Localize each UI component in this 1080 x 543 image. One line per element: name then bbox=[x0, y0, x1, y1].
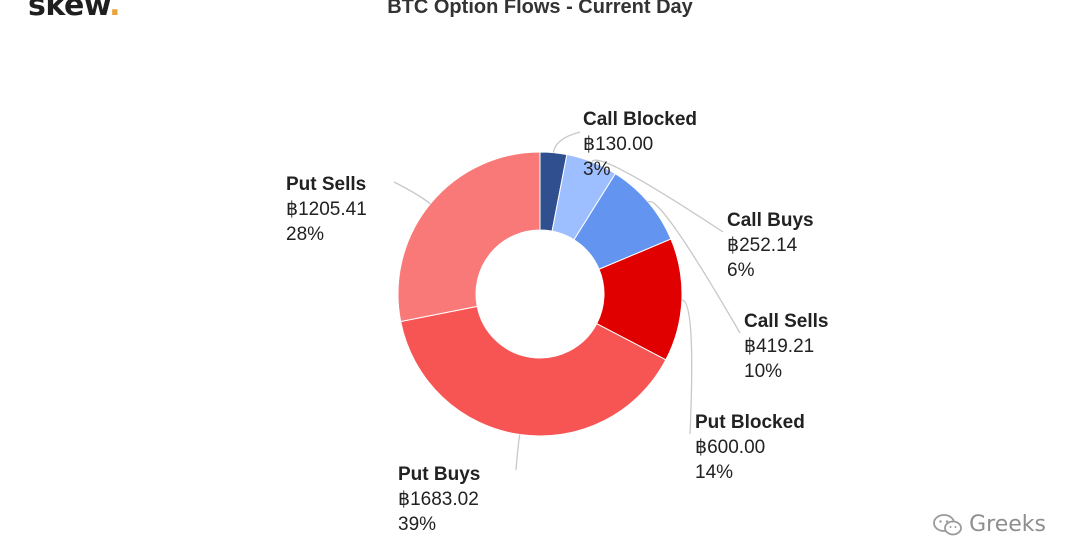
slice-name: Call Sells bbox=[744, 311, 829, 332]
connector-line bbox=[515, 434, 521, 471]
slice-percent: 14% bbox=[695, 462, 734, 483]
data-label: Call Buys ฿252.14 6% bbox=[727, 208, 814, 283]
connector-line bbox=[591, 159, 724, 233]
slice-value: ฿600.00 bbox=[695, 437, 766, 458]
connector-line bbox=[393, 181, 431, 205]
slice-name: Put Sells bbox=[286, 174, 367, 195]
watermark: Greeks bbox=[933, 512, 1046, 537]
slice-name: Call Blocked bbox=[583, 109, 698, 130]
chart-title: BTC Option Flows - Current Day bbox=[387, 0, 693, 18]
slice-percent: 10% bbox=[744, 361, 783, 382]
slice-percent: 3% bbox=[583, 159, 611, 180]
wechat-icon bbox=[933, 513, 963, 535]
data-label: Call Sells ฿419.21 10% bbox=[744, 309, 829, 384]
slice-name: Call Buys bbox=[727, 210, 814, 231]
slice-value: ฿1683.02 bbox=[398, 489, 479, 510]
slice-put-sells bbox=[397, 151, 541, 323]
connector-line bbox=[681, 299, 693, 435]
slice-name: Put Buys bbox=[398, 464, 481, 485]
slice-percent: 28% bbox=[286, 224, 325, 245]
slice-value: ฿252.14 bbox=[727, 235, 798, 256]
slice-value: ฿419.21 bbox=[744, 336, 815, 357]
data-label: Call Blocked ฿130.00 3% bbox=[583, 107, 697, 182]
slice-put-buys bbox=[400, 305, 667, 437]
watermark-text: Greeks bbox=[969, 512, 1046, 537]
data-label: Put Sells ฿1205.41 28% bbox=[286, 172, 367, 247]
slice-percent: 39% bbox=[398, 514, 437, 535]
slice-value: ฿130.00 bbox=[583, 134, 654, 155]
data-label: Put Buys ฿1683.02 39% bbox=[398, 462, 480, 537]
data-label: Put Blocked ฿600.00 14% bbox=[695, 410, 805, 485]
connector-line bbox=[552, 131, 581, 153]
slice-value: ฿1205.41 bbox=[286, 199, 367, 220]
slice-percent: 6% bbox=[727, 260, 755, 281]
skew-logo: skew. bbox=[28, 0, 121, 23]
connector-line bbox=[647, 200, 741, 334]
slice-name: Put Blocked bbox=[695, 412, 805, 433]
